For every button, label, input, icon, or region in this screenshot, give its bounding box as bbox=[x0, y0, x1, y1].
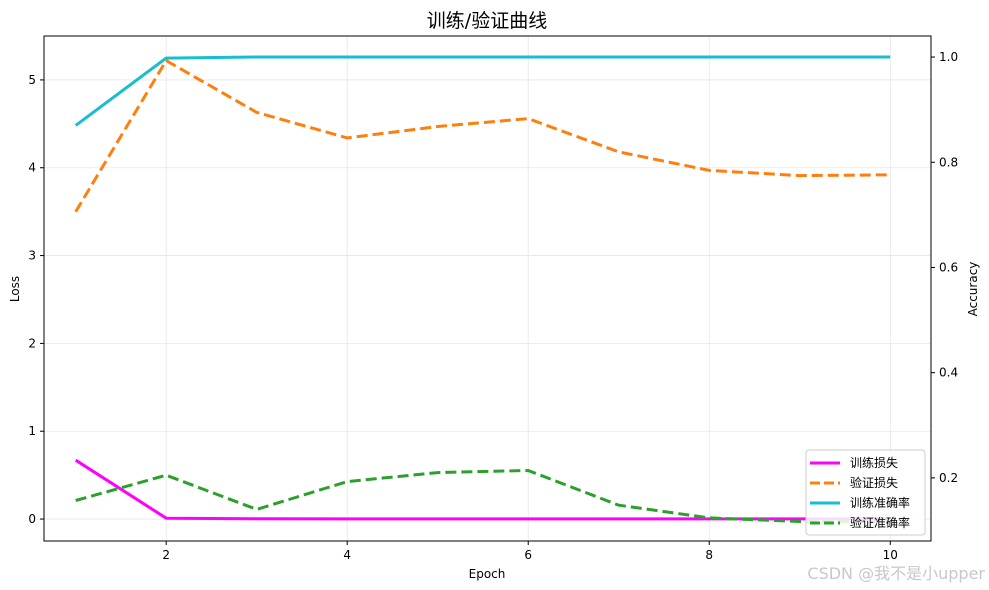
y-left-tick-label: 2 bbox=[28, 336, 36, 350]
y-left-tick-label: 0 bbox=[28, 512, 36, 526]
y-right-ticks: 0.2 0.4 0.6 0.8 1.0 bbox=[931, 50, 958, 485]
watermark: CSDN @我不是小upper bbox=[807, 564, 985, 583]
series-line-2 bbox=[74, 59, 891, 213]
y-right-tick-label: 0.2 bbox=[939, 471, 958, 485]
x-tick-label: 8 bbox=[705, 548, 713, 562]
y-right-axis-label: Accuracy bbox=[966, 262, 980, 317]
legend-label: 训练准确率 bbox=[850, 495, 910, 510]
plot-frame bbox=[43, 35, 932, 542]
y-left-axis-label: Loss bbox=[8, 276, 22, 302]
series-line-4 bbox=[75, 469, 891, 523]
y-left-tick-label: 5 bbox=[28, 73, 36, 87]
legend-label: 验证损失 bbox=[850, 475, 898, 490]
legend-box bbox=[805, 449, 926, 536]
legend-label: 训练损失 bbox=[850, 455, 898, 470]
y-left-ticks: 0 1 2 3 4 5 bbox=[28, 73, 44, 526]
x-tick-label: 4 bbox=[343, 548, 351, 562]
chart-title: 训练/验证曲线 bbox=[427, 10, 547, 32]
grid bbox=[44, 36, 931, 541]
y-left-tick-label: 1 bbox=[28, 424, 36, 438]
y-right-tick-label: 1.0 bbox=[939, 50, 958, 64]
y-right-tick-label: 0.6 bbox=[939, 260, 958, 274]
x-ticks: 2 4 6 8 10 bbox=[162, 541, 898, 562]
y-left-tick-label: 4 bbox=[28, 161, 36, 175]
series-line-1 bbox=[74, 458, 891, 521]
series-layer bbox=[74, 55, 891, 523]
x-tick-label: 10 bbox=[883, 548, 898, 562]
x-axis-label: Epoch bbox=[469, 567, 506, 581]
y-right-tick-label: 0.4 bbox=[939, 366, 958, 380]
y-left-tick-label: 3 bbox=[28, 249, 36, 263]
legend-label: 验证准确率 bbox=[850, 515, 910, 530]
y-right-tick-label: 0.8 bbox=[939, 155, 958, 169]
series-line-3 bbox=[74, 55, 891, 127]
x-tick-label: 6 bbox=[524, 548, 532, 562]
x-tick-label: 2 bbox=[162, 548, 170, 562]
